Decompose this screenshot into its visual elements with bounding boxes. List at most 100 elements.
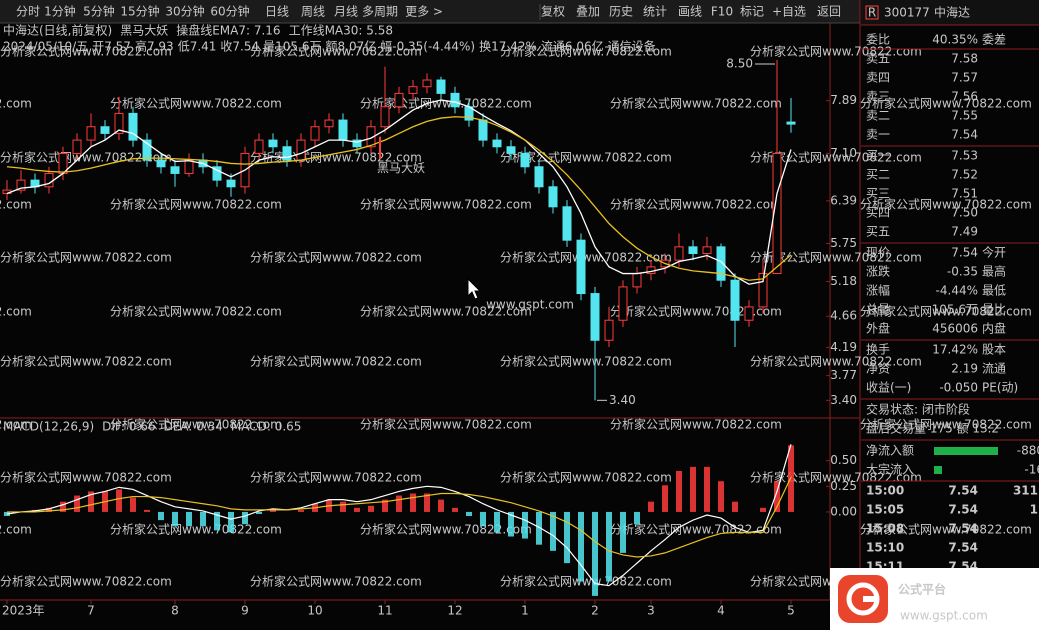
watermark: 分析家公式网www.70822.com	[500, 354, 672, 369]
x-tick-label: 7	[87, 604, 95, 618]
toolbar-tab[interactable]: 60分钟	[210, 4, 249, 19]
row-label: 涨跌	[866, 264, 890, 279]
row-value: 17.42%	[932, 343, 978, 357]
x-tick-label: 1	[521, 604, 529, 618]
toolbar-tab[interactable]: 周线	[301, 5, 325, 19]
toolbar-button[interactable]: +自选	[772, 5, 806, 19]
watermark: 分析家公式网www.70822.com	[0, 354, 172, 369]
candle-body	[114, 112, 124, 134]
macd-bar	[256, 511, 262, 514]
toolbar-tab[interactable]: 多周期	[362, 5, 398, 19]
watermark: 分析家公式网www.70822.com	[360, 417, 532, 432]
candle-body	[394, 92, 404, 108]
toolbar-tab[interactable]: 日线	[265, 5, 289, 19]
watermark: 分析家公式网www.70822.com	[0, 417, 32, 432]
logo-icon-cut	[863, 596, 879, 602]
candle-body	[548, 186, 558, 208]
macd-bar	[410, 493, 416, 512]
toolbar-button[interactable]: 标记	[740, 5, 764, 19]
toolbar-tab[interactable]: 5分钟	[83, 4, 115, 19]
logo-url: www.gspt.com	[900, 609, 988, 623]
macd-bar	[718, 481, 724, 512]
watermark: 分析家公式网www.70822.com	[0, 150, 172, 165]
macd-bar	[676, 470, 682, 512]
tick-time: 15:00	[866, 484, 904, 498]
candle-body	[254, 139, 264, 154]
candle-body	[310, 126, 320, 141]
tick-volume: 1	[1030, 503, 1038, 517]
logo-title: 公式平台	[898, 582, 946, 597]
candle-body	[184, 159, 194, 174]
high-label: 8.50	[726, 57, 753, 71]
toolbar-button[interactable]: 画线	[678, 5, 702, 19]
y-tick-label: 0.00	[830, 504, 857, 518]
watermark: 分析家公式网www.70822.com	[0, 44, 172, 59]
candle-body	[562, 206, 572, 241]
macd-bar	[508, 511, 514, 537]
candle-body	[72, 139, 82, 154]
toolbar-button[interactable]: 叠加	[576, 5, 600, 19]
x-tick-label: 5	[787, 604, 795, 618]
watermark: 分析家公式网www.70822.com	[860, 522, 1032, 537]
candle-body	[436, 79, 446, 94]
candle-body	[296, 139, 306, 161]
watermark: 分析家公式网www.70822.com	[110, 304, 282, 319]
watermark: 分析家公式网www.70822.com	[250, 354, 422, 369]
macd-bar	[732, 501, 738, 512]
legend-entry: MACD: 0.65	[231, 420, 302, 434]
content: 分时 1分钟 5分钟 15分钟 30分钟 60分钟 日线 周线 月线 多周期 更多 > 复权 叠加 历史统…	[2, 4, 1039, 630]
macd-bar	[690, 466, 696, 512]
macd-bar	[116, 489, 122, 512]
row-label: 总量	[866, 303, 890, 317]
info-item: 2024/05/10/五	[3, 40, 88, 54]
candle-body	[268, 139, 278, 148]
flow-bar	[934, 466, 942, 474]
row-value: 7.54	[951, 246, 978, 260]
candle-body	[618, 286, 628, 321]
row-label: 卖五	[866, 52, 890, 66]
toolbar-button[interactable]: 统计	[643, 5, 667, 19]
row-value: 7.49	[951, 225, 978, 239]
candle-body	[576, 239, 586, 295]
toolbar-tab[interactable]: 月线	[334, 5, 358, 19]
macd-bar	[648, 501, 654, 512]
row-right-label: 内盘	[982, 321, 1006, 336]
tick-price: 7.54	[948, 484, 978, 498]
macd-line	[6, 444, 792, 587]
watermark: 分析家公式网www.70822.com	[250, 574, 422, 589]
row-label: 买二	[866, 168, 890, 182]
toolbar-tab[interactable]: 分时	[16, 5, 40, 19]
toolbar-tab[interactable]: 更多 >	[405, 5, 443, 19]
watermark: 分析家公式网www.70822.com	[860, 417, 1032, 432]
x-tick-label: 2	[591, 604, 599, 618]
y-tick-label: 7.89	[830, 93, 857, 107]
toolbar-tab[interactable]: 30分钟	[165, 4, 204, 19]
watermark: 分析家公式网www.70822.com	[500, 44, 672, 59]
x-tick-label: 12	[447, 604, 462, 618]
quote-header	[861, 0, 1039, 25]
y-tick-label: 5.18	[830, 274, 857, 288]
toolbar-button[interactable]: 返回	[817, 5, 841, 19]
candle-body	[16, 179, 26, 191]
macd-bar	[228, 511, 234, 533]
row-right-label: PE(动)	[982, 381, 1018, 395]
toolbar-button[interactable]: F10	[711, 5, 733, 19]
toolbar-button[interactable]: 历史	[609, 5, 633, 19]
macd-bar	[88, 491, 94, 512]
macd-bar	[662, 485, 668, 512]
macd-bar	[774, 481, 780, 512]
row-value: -0.35	[947, 265, 978, 279]
macd-bar	[270, 509, 276, 512]
macd-bar	[760, 507, 766, 512]
toolbar-tab[interactable]: 1分钟	[44, 4, 76, 19]
flow-label: 净流入额	[866, 444, 914, 458]
toolbar-tab[interactable]: 15分钟	[120, 4, 159, 19]
low-label: 3.40	[609, 393, 636, 407]
macd-bar	[368, 505, 374, 512]
tick-price: 7.54	[948, 503, 978, 517]
toolbar-button[interactable]: 复权	[541, 5, 565, 19]
watermark: 分析家公式网www.70822.com	[860, 304, 1032, 319]
row-value: 7.51	[951, 187, 978, 201]
macd-bar	[536, 511, 542, 545]
